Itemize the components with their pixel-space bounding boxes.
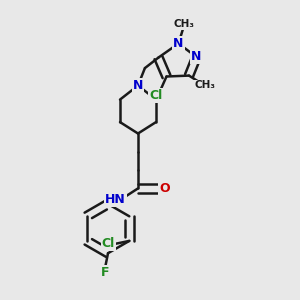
Text: HN: HN: [105, 193, 126, 206]
Text: F: F: [101, 266, 109, 279]
Text: N: N: [191, 50, 202, 64]
Text: N: N: [173, 37, 184, 50]
Text: Cl: Cl: [149, 89, 162, 102]
Text: N: N: [133, 79, 143, 92]
Text: O: O: [159, 182, 170, 195]
Text: Cl: Cl: [102, 237, 115, 250]
Text: CH₃: CH₃: [194, 80, 215, 91]
Text: CH₃: CH₃: [174, 19, 195, 29]
